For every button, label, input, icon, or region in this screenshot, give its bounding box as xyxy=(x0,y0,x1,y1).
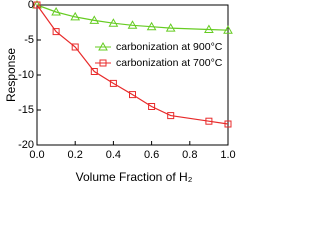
x-tick-label: 0.8 xyxy=(182,149,197,161)
marker xyxy=(70,11,81,21)
marker xyxy=(148,103,156,110)
x-tick-label: 0.2 xyxy=(68,149,83,161)
marker xyxy=(167,112,175,120)
x-tick-label: 0.4 xyxy=(106,149,121,161)
marker xyxy=(127,20,138,29)
marker xyxy=(204,24,214,33)
y-tick-label: -20 xyxy=(18,139,34,151)
legend-label: carbonization at 900°C xyxy=(116,41,223,53)
y-tick-label: 0 xyxy=(28,0,34,11)
x-tick-label: 0.6 xyxy=(144,149,159,161)
x-tick-label: 0.0 xyxy=(29,149,44,161)
marker xyxy=(51,6,61,16)
marker xyxy=(52,28,60,36)
marker xyxy=(223,25,233,34)
marker xyxy=(109,79,117,87)
marker xyxy=(165,23,176,32)
plot-frame xyxy=(36,4,229,146)
marker xyxy=(90,68,98,75)
marker xyxy=(205,117,213,125)
marker xyxy=(98,41,108,51)
chart: Volume Fraction of H₂ Response 0.0 0.2 0.4… xyxy=(4,0,236,184)
y-tick-label: -15 xyxy=(18,104,34,116)
y-tick-label: -5 xyxy=(24,34,34,46)
marker xyxy=(99,59,107,67)
marker xyxy=(33,1,41,9)
series-line xyxy=(36,4,229,125)
y-tick-label: -10 xyxy=(18,69,34,81)
x-axis-label: Volume Fraction of H₂ xyxy=(76,170,193,184)
marker xyxy=(224,120,232,128)
marker xyxy=(89,15,100,24)
marker xyxy=(71,43,79,51)
y-axis-label: Response xyxy=(4,48,18,102)
marker xyxy=(108,18,119,27)
x-tick-label: 1.0 xyxy=(220,149,235,161)
series-line xyxy=(36,4,229,31)
marker xyxy=(146,21,157,31)
legend-label: carbonization at 700°C xyxy=(116,57,223,69)
marker xyxy=(129,91,136,99)
